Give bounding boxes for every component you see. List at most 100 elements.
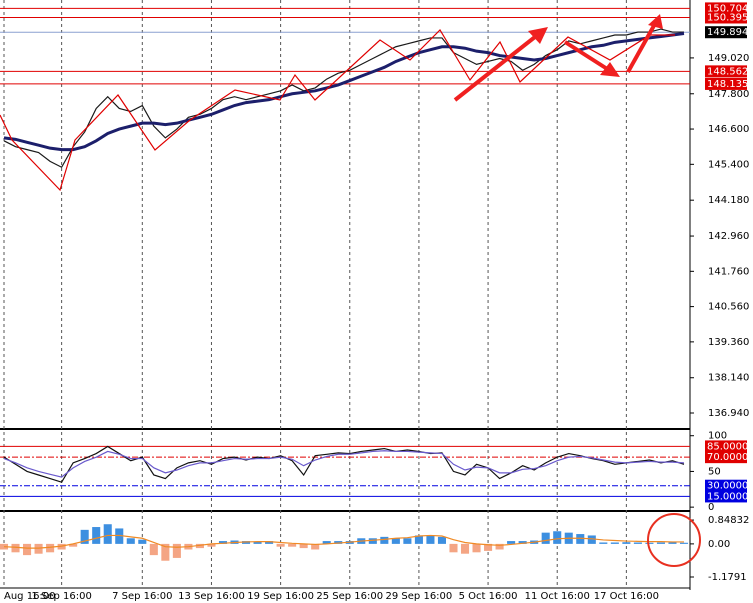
y-tick-label: 142.960 [708, 231, 749, 242]
histogram-bar [507, 541, 516, 544]
level-label: 150.704 [707, 3, 748, 14]
x-tick-label: 17 Oct 16:00 [594, 591, 659, 602]
histogram-bar [322, 541, 331, 544]
histogram-bar [11, 543, 20, 553]
histogram-bar [679, 542, 689, 544]
y-tick-label: -1.1791 [708, 572, 747, 583]
y-tick-label: 147.800 [708, 89, 749, 100]
histogram-bar [253, 541, 262, 544]
arrow [563, 40, 614, 74]
histogram-bar [207, 543, 216, 547]
arrow-head [528, 27, 548, 44]
series-line [3, 534, 684, 549]
x-tick-label: 13 Sep 16:00 [178, 591, 245, 602]
histogram-bar [645, 542, 654, 544]
histogram-bar [541, 532, 550, 544]
y-tick-label: 139.360 [708, 337, 749, 348]
level-label-box [705, 479, 747, 492]
y-tick-label: 141.760 [708, 266, 749, 277]
level-label: 15.0000 [707, 491, 748, 502]
x-tick-label: 7 Sep 16:00 [112, 591, 172, 602]
level-label: 149.894 [707, 27, 748, 38]
histogram-bar [265, 541, 274, 544]
histogram-bar [149, 543, 158, 556]
y-tick-label: 145.400 [708, 159, 749, 170]
histogram-bar [288, 543, 297, 547]
histogram-bar [299, 543, 308, 549]
histogram-bar [126, 538, 135, 544]
level-label: 70.0000 [707, 452, 748, 463]
histogram-bar [138, 539, 147, 544]
arrow [626, 21, 658, 73]
level-label-box [705, 440, 747, 453]
histogram-bar [587, 535, 596, 544]
histogram-bar [656, 542, 665, 544]
level-label-box [705, 26, 747, 39]
y-tick-label: 0.84832 [708, 515, 749, 526]
level-label-box [705, 65, 747, 78]
x-tick-label: 25 Sep 16:00 [316, 591, 383, 602]
histogram-bar [403, 538, 412, 544]
histogram-bar [276, 543, 285, 547]
histogram-bar [311, 543, 320, 550]
histogram-bar [495, 543, 504, 550]
x-tick-label: 19 Sep 16:00 [247, 591, 314, 602]
histogram-bar [484, 543, 493, 551]
y-tick-label: 146.600 [708, 124, 749, 135]
histogram-bar [34, 543, 43, 554]
histogram-bar [576, 534, 585, 544]
histogram-bar [368, 538, 377, 544]
arrow-head [648, 14, 663, 29]
histogram-bar [69, 543, 78, 547]
y-tick-label: 0 [708, 502, 714, 513]
y-tick-label: 140.560 [708, 302, 749, 313]
histogram-bar [92, 527, 101, 544]
series-line [3, 32, 685, 152]
histogram-bar [610, 542, 619, 544]
histogram-bar [115, 528, 124, 544]
histogram-bar [46, 543, 55, 553]
level-label-box [705, 451, 747, 464]
highlight-circle [647, 513, 701, 567]
level-label-box [705, 11, 747, 24]
level-label: 148.135 [707, 79, 748, 90]
histogram-bar [472, 543, 481, 553]
histogram-bar [80, 529, 89, 544]
x-tick-label: 1 Sep 16:00 [31, 591, 91, 602]
zigzag [0, 29, 675, 192]
level-label: 30.0000 [707, 481, 748, 492]
level-label-box [705, 77, 747, 90]
histogram-bar [380, 536, 389, 544]
histogram-bar [172, 543, 181, 558]
x-tick-label: Aug 16:00 [4, 591, 56, 602]
level-label-box [705, 490, 747, 503]
histogram-bar [391, 538, 400, 544]
histogram-bar [103, 524, 112, 544]
series-line [3, 445, 685, 483]
x-tick-label: 5 Oct 16:00 [459, 591, 518, 602]
x-tick-label: 11 Oct 16:00 [525, 591, 590, 602]
annotations [0, 14, 701, 567]
histogram-bar [518, 541, 527, 544]
histogram-bar [218, 541, 228, 544]
series-line [3, 450, 685, 478]
y-tick-label: 100 [708, 431, 727, 442]
histogram-bar [437, 536, 446, 544]
histogram-bar [23, 543, 32, 556]
histogram-bar [414, 535, 423, 544]
histogram-bar [633, 542, 642, 544]
histogram-bar [668, 542, 677, 544]
histogram-bar [426, 535, 435, 544]
x-tick-label: 29 Sep 16:00 [386, 591, 453, 602]
histogram-bar [161, 543, 170, 561]
y-tick-label: 149.020 [708, 53, 749, 64]
level-label: 148.562 [707, 66, 748, 77]
y-tick-label: 0.00 [708, 539, 730, 550]
y-tick-label: 136.940 [708, 408, 749, 419]
series-line [3, 28, 684, 169]
histogram-bar [553, 531, 562, 544]
arrow [453, 31, 542, 102]
y-tick-label: 50 [708, 466, 721, 477]
